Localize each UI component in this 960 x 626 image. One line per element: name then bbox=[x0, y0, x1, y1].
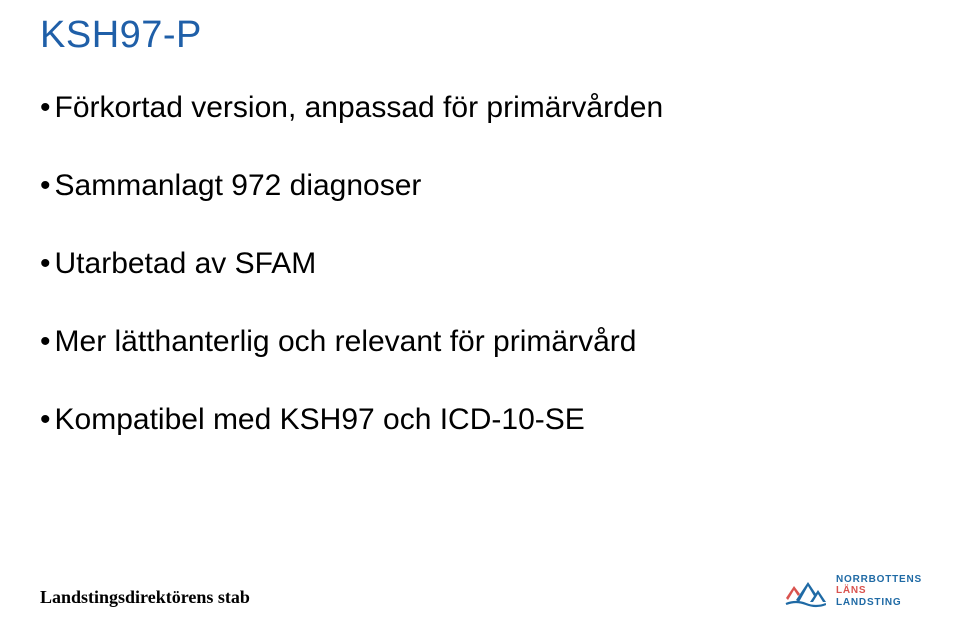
slide: { "title": { "text": "KSH97-P", "color":… bbox=[0, 0, 960, 626]
footer-text: Landstingsdirektörens stab bbox=[40, 587, 250, 608]
logo-line-3: LANDSTING bbox=[836, 597, 922, 609]
bullet-list: Förkortad version, anpassad för primärvå… bbox=[40, 90, 860, 480]
brand-logo-text: NORRBOTTENS LÄNS LANDSTING bbox=[836, 574, 922, 609]
bullet-item: Utarbetad av SFAM bbox=[40, 246, 860, 282]
bullet-item: Kompatibel med KSH97 och ICD-10-SE bbox=[40, 402, 860, 438]
bullet-item: Förkortad version, anpassad för primärvå… bbox=[40, 90, 860, 126]
logo-line-2: LÄNS bbox=[836, 585, 922, 597]
bullet-item: Mer lätthanterlig och relevant för primä… bbox=[40, 324, 860, 360]
logo-line-1: NORRBOTTENS bbox=[836, 574, 922, 586]
mountain-icon bbox=[784, 574, 826, 608]
brand-logo: NORRBOTTENS LÄNS LANDSTING bbox=[784, 574, 922, 609]
page-title: KSH97-P bbox=[40, 14, 202, 57]
bullet-item: Sammanlagt 972 diagnoser bbox=[40, 168, 860, 204]
